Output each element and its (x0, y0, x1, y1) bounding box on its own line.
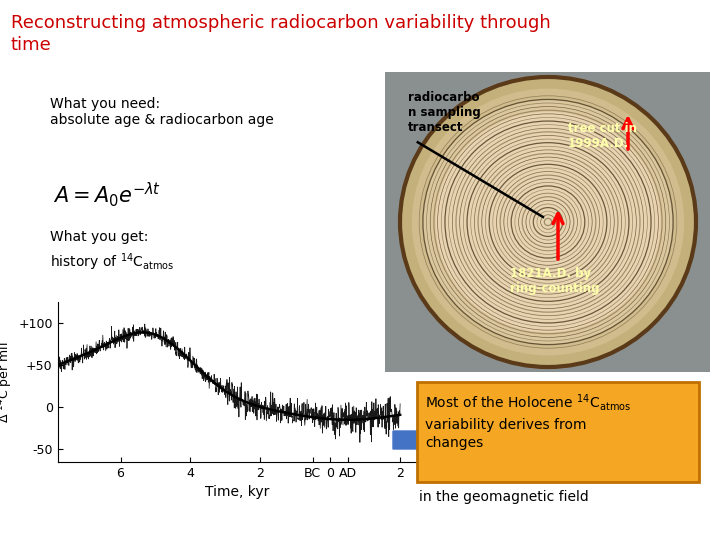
Ellipse shape (400, 77, 696, 367)
Ellipse shape (412, 89, 684, 355)
Ellipse shape (436, 112, 660, 332)
Text: history of $^{14}$C$_{\mathrm{atmos}}$: history of $^{14}$C$_{\mathrm{atmos}}$ (50, 251, 175, 273)
Text: tree cut in
1999A.D.: tree cut in 1999A.D. (568, 122, 637, 150)
Text: What you need:
absolute age & radiocarbon age: What you need: absolute age & radiocarbo… (50, 97, 274, 127)
Text: in the geomagnetic field: in the geomagnetic field (419, 490, 589, 504)
Bar (417, 382, 699, 482)
FancyArrow shape (393, 431, 443, 449)
Text: Most of the Holocene $^{14}$C$_{\mathrm{atmos}}$: Most of the Holocene $^{14}$C$_{\mathrm{… (425, 392, 631, 413)
Bar (385, 72, 710, 372)
Text: $A = A_0 e^{-\lambda t}$: $A = A_0 e^{-\lambda t}$ (53, 180, 161, 209)
Text: radiocarbo
n sampling
transect: radiocarbo n sampling transect (408, 91, 480, 134)
Y-axis label: $\Delta$ $^{14}$C per mil: $\Delta$ $^{14}$C per mil (0, 341, 15, 423)
Text: 1821A.D. by
ring-counting: 1821A.D. by ring-counting (510, 267, 600, 295)
Ellipse shape (423, 100, 672, 344)
Text: variability derives from
changes: variability derives from changes (425, 418, 587, 450)
Text: Reconstructing atmospheric radiocarbon variability through
time: Reconstructing atmospheric radiocarbon v… (11, 14, 551, 53)
X-axis label: Time, kyr: Time, kyr (205, 485, 270, 499)
Text: What you get:: What you get: (50, 230, 149, 244)
